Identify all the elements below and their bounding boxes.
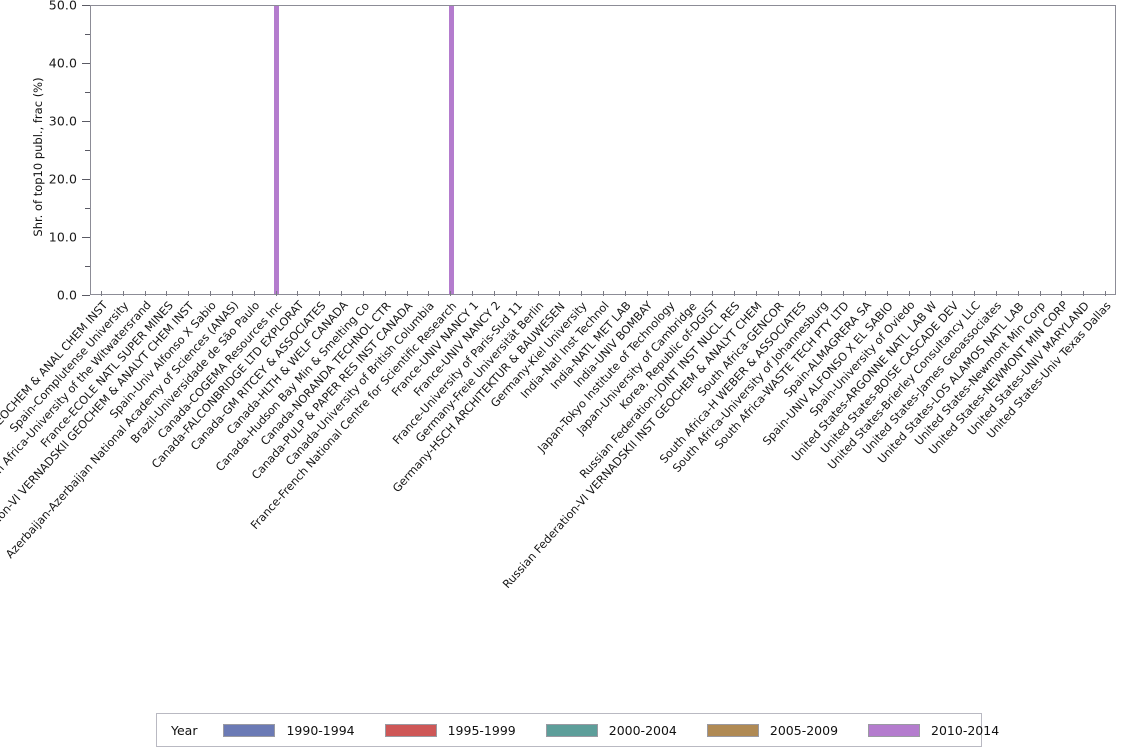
x-tick-mark — [231, 291, 233, 296]
x-tick-mark — [646, 291, 648, 296]
x-tick-mark — [1061, 291, 1063, 296]
y-axis-title: Shr. of top10 publ., frac (%) — [31, 77, 45, 237]
x-tick-mark — [253, 291, 255, 296]
y-tick-label: 30.0 — [48, 113, 77, 129]
x-tick-mark — [188, 291, 190, 296]
x-tick-mark — [472, 291, 474, 296]
legend-entry[interactable]: 1995-1999 — [384, 722, 516, 738]
y-tick-mark — [82, 63, 90, 64]
x-tick-mark — [603, 291, 604, 296]
x-tick-mark — [581, 291, 583, 296]
x-tick-mark — [624, 291, 626, 296]
legend-label: 2005-2009 — [769, 722, 839, 738]
x-tick-mark — [1017, 291, 1019, 296]
x-tick-mark — [297, 291, 299, 296]
x-tick-mark — [952, 291, 954, 296]
x-tick-mark — [690, 291, 692, 296]
legend-color-swatch — [545, 723, 598, 737]
x-tick-mark — [930, 291, 932, 296]
x-tick-mark — [974, 291, 976, 296]
x-tick-mark — [100, 291, 102, 296]
bar — [274, 6, 280, 294]
x-tick-mark — [1039, 291, 1041, 296]
legend-entry-list: 1990-1994 1995-1999 2000-2004 2005-2009 2010… — [223, 723, 1029, 738]
x-tick-mark — [668, 291, 670, 296]
x-tick-mark — [908, 291, 910, 296]
x-tick-mark — [821, 291, 823, 296]
x-tick-mark — [1083, 291, 1085, 296]
x-tick-mark — [406, 291, 408, 296]
x-tick-mark — [799, 291, 801, 296]
legend-color-swatch — [384, 723, 437, 737]
y-tick-mark — [82, 179, 90, 180]
x-tick-mark — [319, 291, 321, 296]
x-tick-mark — [275, 291, 277, 296]
y-tick-mark — [82, 121, 90, 122]
x-tick-mark — [1105, 291, 1107, 296]
legend-entry[interactable]: 1990-1994 — [223, 722, 355, 738]
legend-title: Year — [171, 722, 198, 738]
y-tick-label: 10.0 — [48, 229, 77, 245]
x-tick-mark — [122, 291, 124, 296]
x-tick-mark — [341, 291, 343, 296]
y-tick-label: 20.0 — [48, 171, 77, 187]
legend-label: 1995-1999 — [447, 722, 516, 738]
x-tick-mark — [712, 291, 714, 296]
x-tick-mark — [755, 291, 757, 296]
legend-color-swatch — [706, 723, 759, 737]
y-minor-tick-mark — [85, 150, 90, 151]
y-tick-mark — [82, 237, 90, 238]
y-tick-mark — [82, 295, 90, 296]
y-minor-tick-mark — [85, 92, 90, 93]
x-tick-mark — [210, 291, 212, 296]
bar — [448, 6, 454, 294]
x-tick-mark — [362, 291, 364, 296]
legend-entry[interactable]: 2010-2014 — [868, 723, 999, 738]
legend-color-swatch — [868, 723, 921, 737]
chart-legend: Year 1990-1994 1995-1999 2000-2004 2005-200… — [156, 713, 999, 747]
x-tick-mark — [843, 291, 845, 296]
y-minor-tick-mark — [85, 34, 90, 35]
x-axis-labels: Russian Federation-VI VERNADSKII GEOCHEM… — [0, 291, 1134, 696]
x-tick-mark — [384, 291, 386, 296]
x-tick-mark — [493, 291, 495, 296]
legend-label: 2000-2004 — [608, 722, 677, 738]
x-tick-mark — [428, 291, 430, 296]
x-tick-mark — [537, 291, 539, 296]
y-tick-label: 50.0 — [48, 0, 77, 13]
legend-label: 2010-2014 — [931, 722, 1000, 738]
legend-color-swatch — [223, 723, 276, 737]
y-tick-label: 0.0 — [56, 287, 77, 303]
y-tick-mark — [82, 5, 90, 6]
x-tick-mark — [733, 291, 735, 296]
y-tick-label: 40.0 — [48, 55, 77, 71]
y-minor-tick-mark — [85, 208, 90, 209]
x-tick-mark — [559, 291, 561, 296]
legend-label: 1990-1994 — [286, 722, 355, 738]
x-tick-mark — [864, 291, 866, 296]
x-tick-mark — [777, 291, 779, 296]
legend-entry[interactable]: 2005-2009 — [706, 722, 839, 738]
plot-area — [90, 5, 1116, 295]
x-tick-mark — [995, 291, 997, 296]
x-tick-mark — [450, 291, 452, 296]
x-tick-mark — [144, 291, 146, 296]
x-tick-mark — [515, 291, 517, 296]
y-minor-tick-mark — [85, 266, 90, 267]
y-axis: Shr. of top10 publ., frac (%) 0.0 10.0 20.… — [0, 0, 90, 303]
x-tick-mark — [166, 291, 168, 296]
legend-entry[interactable]: 2000-2004 — [545, 722, 677, 738]
x-tick-mark — [886, 291, 888, 296]
